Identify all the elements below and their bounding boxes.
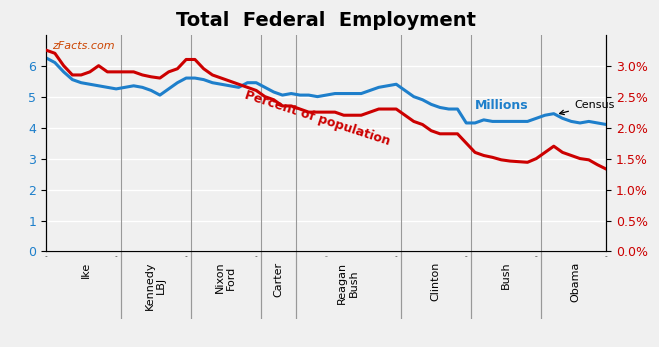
Text: Reagan
Bush: Reagan Bush <box>337 262 359 304</box>
Title: Total  Federal  Employment: Total Federal Employment <box>176 11 476 31</box>
Text: Nixon
Ford: Nixon Ford <box>215 262 237 293</box>
Text: Kennedy
LBJ: Kennedy LBJ <box>145 262 166 310</box>
Text: Bush: Bush <box>501 262 511 289</box>
Text: Percent of population: Percent of population <box>243 88 392 148</box>
Text: zFacts.com: zFacts.com <box>52 41 115 51</box>
Text: Ike: Ike <box>80 262 90 278</box>
Text: Census: Census <box>559 100 614 115</box>
Text: Clinton: Clinton <box>430 262 441 301</box>
Text: Obama: Obama <box>571 262 581 302</box>
Text: Carter: Carter <box>273 262 283 297</box>
Text: Millions: Millions <box>475 100 529 112</box>
